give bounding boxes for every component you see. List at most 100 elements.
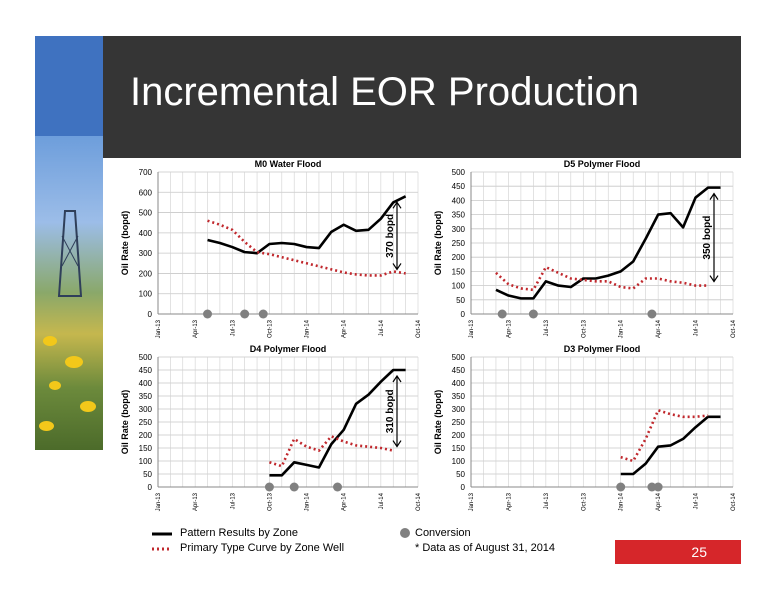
y-axis-label: Oil Rate (bopd) <box>120 390 130 455</box>
y-tick-label: 200 <box>139 269 153 278</box>
page-number: 25 <box>691 544 707 560</box>
chart-title: D4 Polymer Flood <box>250 344 327 354</box>
sidebar-photo <box>35 36 103 450</box>
y-tick-label: 100 <box>452 282 466 291</box>
y-axis-label: Oil Rate (bopd) <box>433 211 443 276</box>
y-tick-label: 0 <box>148 310 153 319</box>
chart-2: 0 50 100 150 200 250 300 350 400 450 500 Jan-13 Apr-… <box>433 159 737 338</box>
x-tick-label: Jan-14 <box>305 319 311 338</box>
y-tick-label: 100 <box>139 457 153 466</box>
derrick-icon <box>57 210 83 297</box>
y-tick-label: 400 <box>452 379 466 388</box>
x-tick-label: Jan-13 <box>469 492 475 511</box>
x-tick-label: Oct-13 <box>581 492 587 511</box>
x-tick-label: Jan-14 <box>619 319 625 338</box>
x-tick-label: Jul-13 <box>544 492 550 509</box>
y-tick-label: 400 <box>139 229 153 238</box>
x-tick-label: Jan-14 <box>619 492 625 511</box>
incremental-annotation: 370 bopd <box>385 214 396 258</box>
x-tick-label: Apr-14 <box>342 319 348 338</box>
conversion-marker <box>653 482 663 492</box>
conversion-marker <box>289 482 299 492</box>
page-number-badge: 25 <box>615 540 741 564</box>
x-tick-label: Oct-14 <box>416 492 422 511</box>
arrow-head-up <box>392 201 402 209</box>
chart-1: 0 100 200 300 400 500 600 700 Jan-13 Apr-13 Jul-13… <box>120 159 422 338</box>
conversion-marker <box>647 482 657 492</box>
x-tick-label: Jul-14 <box>694 492 700 509</box>
header-band <box>103 36 741 158</box>
pattern-results-line <box>269 368 406 477</box>
y-tick-label: 200 <box>139 431 153 440</box>
y-tick-label: 600 <box>139 188 153 197</box>
arrow-head-down <box>392 440 402 448</box>
legend-conversion-label: Conversion <box>415 527 471 539</box>
incremental-annotation: 350 bopd <box>702 216 713 260</box>
x-tick-label: Jul-13 <box>230 319 236 336</box>
y-tick-label: 500 <box>452 353 466 362</box>
y-tick-label: 0 <box>461 483 466 492</box>
y-tick-label: 450 <box>139 366 153 375</box>
pattern-results-line <box>495 186 721 300</box>
legend-pattern-label: Pattern Results by Zone <box>180 527 299 539</box>
y-tick-label: 400 <box>139 379 153 388</box>
y-tick-label: 200 <box>452 253 466 262</box>
y-tick-label: 450 <box>452 366 466 375</box>
x-tick-label: Oct-13 <box>267 319 273 338</box>
x-tick-label: Oct-14 <box>731 319 737 338</box>
y-tick-label: 150 <box>139 444 153 453</box>
conversion-marker <box>203 309 213 319</box>
y-tick-label: 250 <box>452 239 466 248</box>
flower-decoration <box>65 356 83 368</box>
x-tick-label: Apr-14 <box>656 319 662 338</box>
arrow-head-down <box>709 275 719 283</box>
conversion-marker <box>258 309 268 319</box>
conversion-marker <box>647 309 657 319</box>
y-tick-label: 150 <box>452 444 466 453</box>
slide-title: Incremental EOR Production <box>130 70 640 114</box>
y-axis-label: Oil Rate (bopd) <box>120 211 130 276</box>
x-tick-label: Apr-13 <box>193 492 199 511</box>
y-tick-label: 200 <box>452 431 466 440</box>
y-tick-label: 50 <box>456 470 465 479</box>
chart-title: M0 Water Flood <box>255 159 322 169</box>
y-tick-label: 50 <box>456 296 465 305</box>
y-tick-label: 400 <box>452 196 466 205</box>
conversion-marker <box>240 309 250 319</box>
x-tick-label: Jul-14 <box>694 319 700 336</box>
legend-primary-label: Primary Type Curve by Zone Well <box>180 542 345 554</box>
y-tick-label: 300 <box>452 405 466 414</box>
y-tick-label: 350 <box>452 211 466 220</box>
pattern-results-line <box>207 195 407 255</box>
y-tick-label: 500 <box>139 209 153 218</box>
chart-title: D3 Polymer Flood <box>564 344 641 354</box>
chart-3: 0 50 100 150 200 250 300 350 400 450 500 Jan-13 Apr-… <box>120 344 422 511</box>
y-tick-label: 300 <box>452 225 466 234</box>
x-tick-label: Jul-14 <box>379 319 385 336</box>
arrow-head-up <box>709 192 719 200</box>
chart-4: 0 50 100 150 200 250 300 350 400 450 500 Jan-13 Apr-… <box>433 344 737 511</box>
conversion-marker <box>616 482 626 492</box>
y-axis-label: Oil Rate (bopd) <box>433 390 443 455</box>
flower-decoration <box>49 381 61 390</box>
y-tick-label: 250 <box>452 418 466 427</box>
y-tick-label: 150 <box>452 267 466 276</box>
x-tick-label: Apr-14 <box>342 492 348 511</box>
y-tick-label: 300 <box>139 405 153 414</box>
flower-decoration <box>80 401 96 412</box>
flower-decoration <box>43 336 57 346</box>
arrow-head-down <box>392 263 402 271</box>
x-tick-label: Apr-13 <box>506 319 512 338</box>
x-tick-label: Apr-14 <box>656 492 662 511</box>
y-tick-label: 500 <box>452 168 466 177</box>
arrow-head-up <box>392 374 402 383</box>
sky-panel <box>35 36 103 136</box>
data-date-note: * Data as of August 31, 2014 <box>415 542 556 554</box>
flower-decoration <box>39 421 54 431</box>
y-tick-label: 700 <box>139 168 153 177</box>
conversion-marker <box>497 309 507 319</box>
x-tick-label: Jul-14 <box>379 492 385 509</box>
incremental-annotation: 310 bopd <box>385 389 396 433</box>
y-tick-label: 100 <box>452 457 466 466</box>
